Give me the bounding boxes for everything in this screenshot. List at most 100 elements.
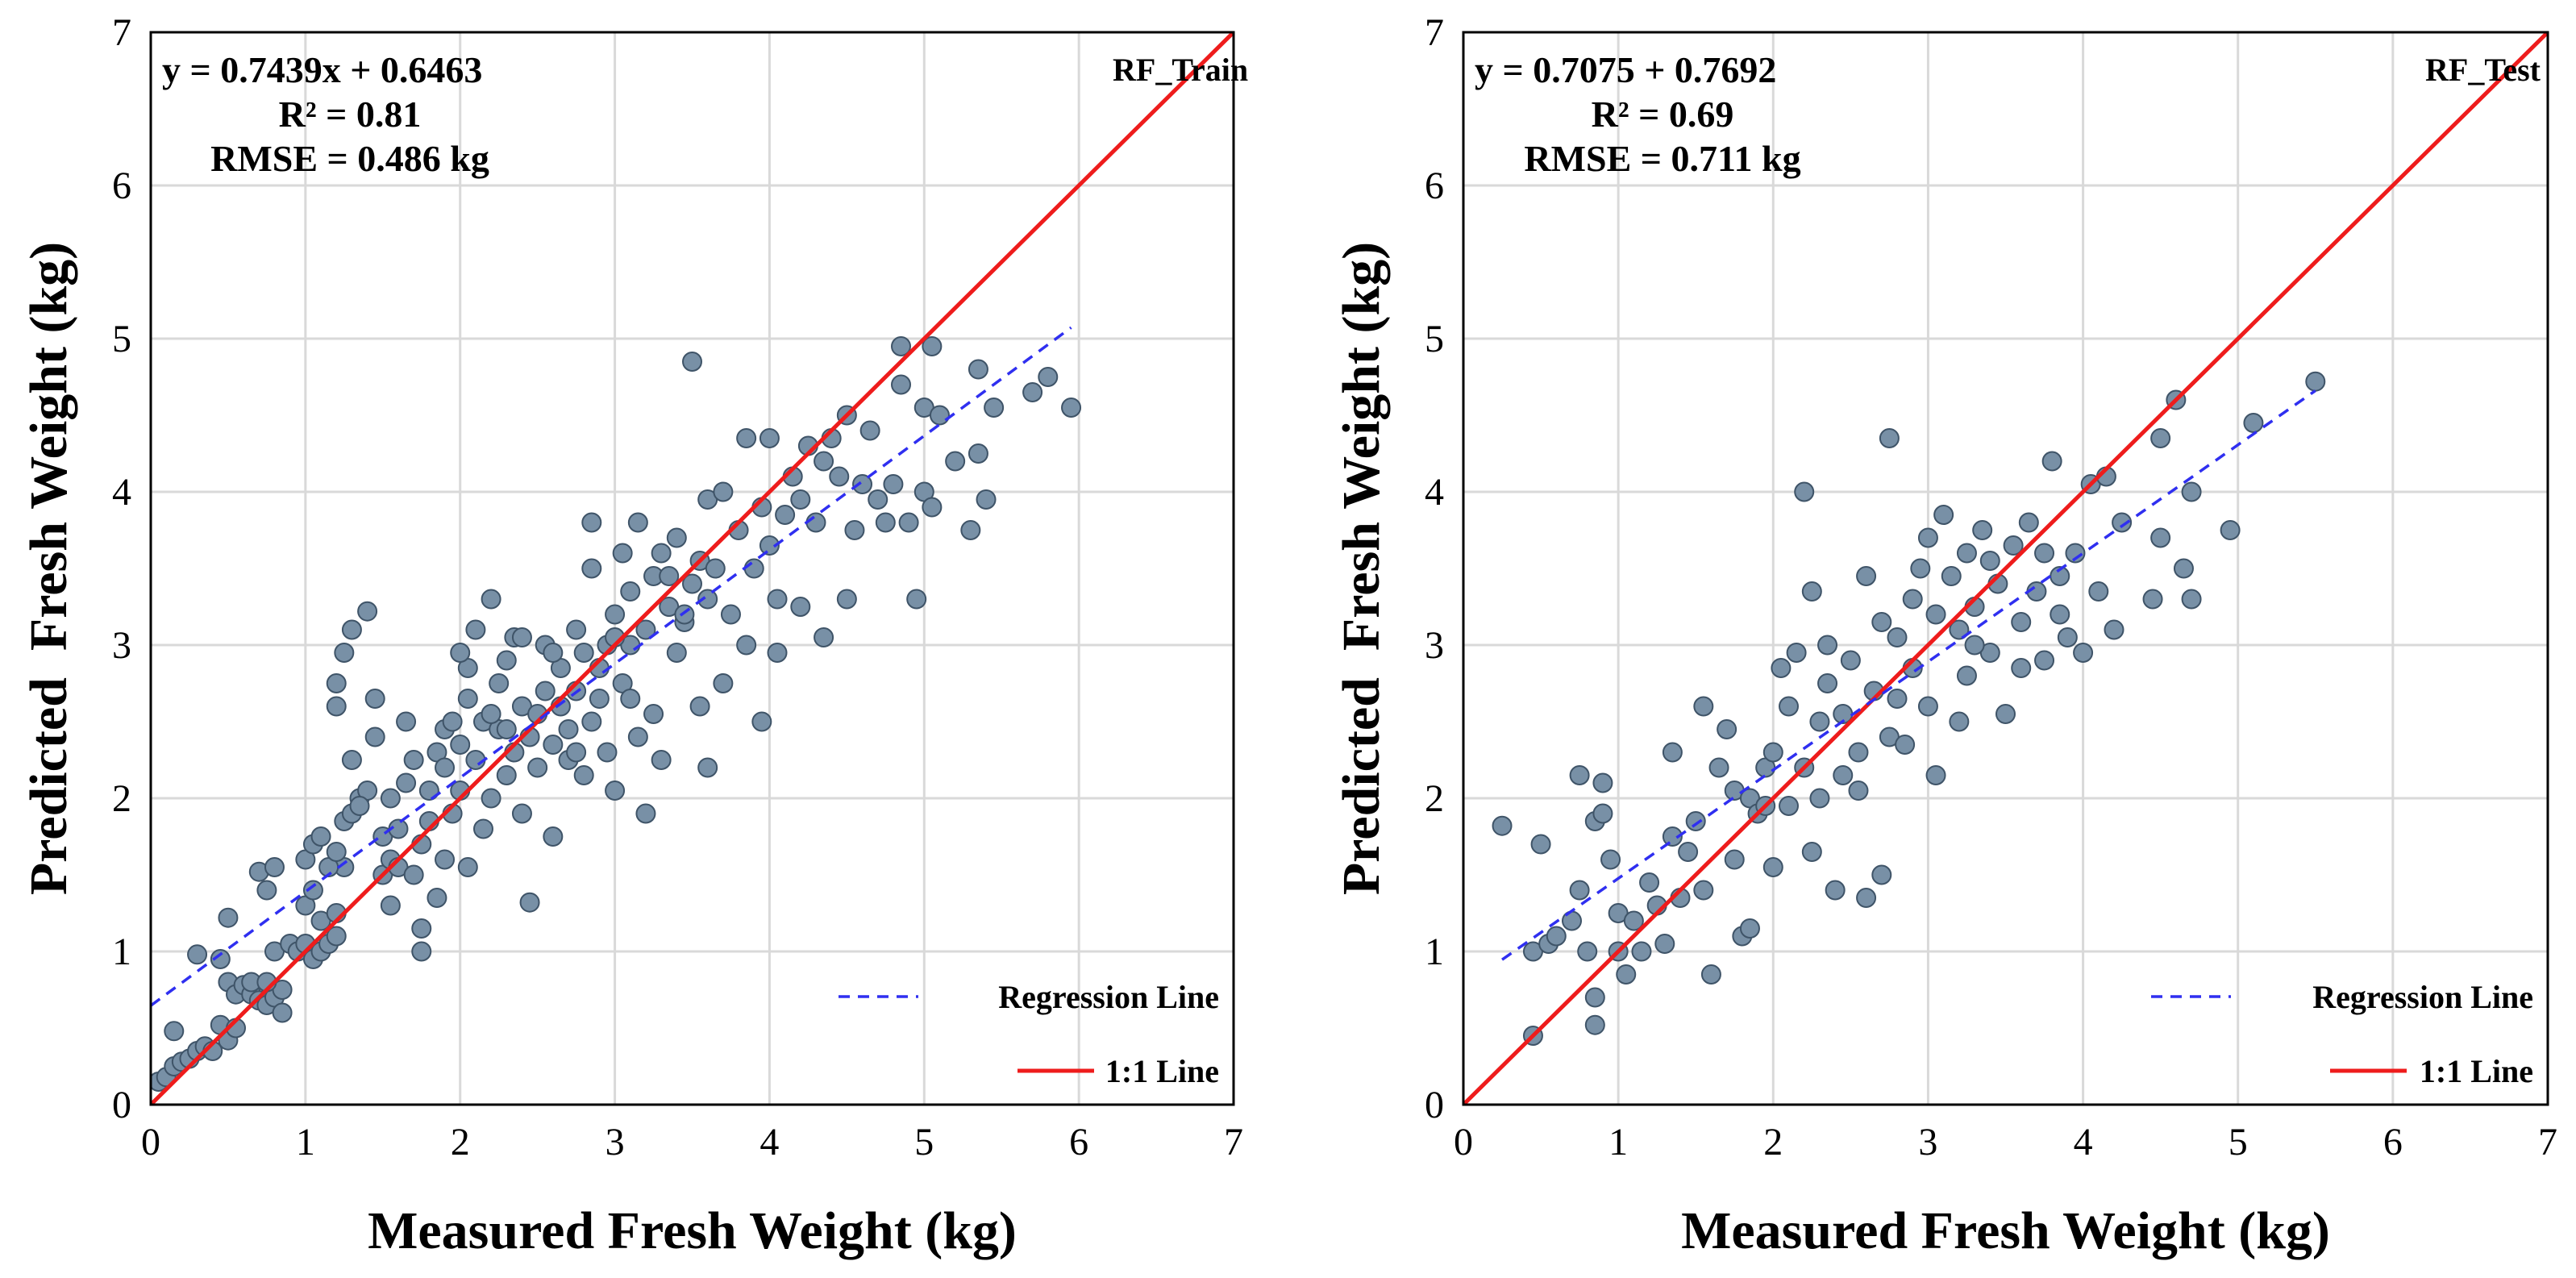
data-point: [1925, 604, 1946, 625]
data-point: [875, 512, 896, 533]
data-point: [164, 1021, 185, 1042]
data-point: [635, 619, 656, 640]
y-tick-label: 1: [112, 930, 131, 973]
data-point: [310, 826, 331, 847]
data-point: [2150, 527, 2171, 548]
data-point: [705, 558, 726, 579]
data-point: [2034, 650, 2055, 671]
data-point: [2011, 658, 2032, 678]
data-point: [1910, 558, 1931, 579]
data-point: [435, 757, 456, 778]
data-point: [272, 1002, 293, 1023]
data-point: [1662, 826, 1683, 847]
data-point: [597, 742, 618, 763]
data-point: [976, 489, 997, 510]
data-point: [620, 581, 641, 602]
data-point: [589, 689, 610, 709]
data-point: [1801, 581, 1822, 602]
data-point: [1917, 527, 1938, 548]
data-point: [906, 589, 927, 610]
r2-annotation: R² = 0.69: [1592, 94, 1734, 135]
scatter-panel-2: 0 1 2 3 4 5 6 7 0 1 2 3 4 5 6 7 Measured Fresh Weight (k…: [1332, 11, 2557, 1260]
data-point: [1600, 849, 1621, 870]
data-point: [1902, 589, 1923, 610]
data-point: [1762, 742, 1783, 763]
x-tick-label: 0: [1454, 1121, 1473, 1164]
x-tick-label: 5: [914, 1121, 934, 1164]
data-point: [2104, 619, 2124, 640]
data-point: [1825, 880, 1846, 901]
scatter-panel-1: 0 1 2 3 4 5 6 7 0 1 2 3 4 5 6 7 Measured Fresh Weight (k…: [19, 11, 1248, 1260]
data-point: [2142, 589, 2163, 610]
data-point: [1779, 696, 1799, 717]
data-point: [334, 643, 355, 663]
y-tick-label: 1: [1425, 930, 1444, 973]
data-point: [659, 566, 680, 586]
data-point: [1925, 765, 1946, 785]
data-point: [922, 497, 943, 518]
data-point: [984, 398, 1005, 418]
x-tick-label: 7: [1224, 1121, 1243, 1164]
data-point: [1693, 696, 1714, 717]
data-point: [364, 689, 385, 709]
data-point: [1786, 643, 1807, 663]
legend: Regression Line 1:1 Line: [2151, 979, 2533, 1089]
data-point: [2050, 566, 2070, 586]
data-point: [581, 512, 602, 533]
data-point: [489, 673, 510, 693]
data-point: [775, 505, 796, 525]
data-point: [558, 719, 579, 739]
data-point: [767, 589, 788, 610]
data-point: [720, 604, 741, 625]
data-point: [627, 512, 648, 533]
data-point: [1972, 520, 1993, 540]
data-point: [1941, 566, 1962, 586]
x-tick-label: 2: [1763, 1121, 1783, 1164]
data-point: [566, 742, 587, 763]
x-tick-label: 3: [1918, 1121, 1937, 1164]
y-tick-label: 3: [112, 624, 131, 667]
data-point: [442, 711, 463, 732]
data-point: [743, 558, 764, 579]
data-point: [697, 757, 718, 778]
data-point: [1584, 987, 1605, 1008]
data-point: [605, 781, 626, 801]
y-axis-title: Predicted Fresh Weight (kg): [19, 242, 78, 895]
rmse-annotation: RMSE = 0.711 kg: [1524, 138, 1800, 179]
data-point: [836, 589, 857, 610]
data-point: [256, 880, 277, 901]
data-point: [2065, 543, 2086, 564]
data-point: [396, 711, 417, 732]
data-point: [1840, 650, 1861, 671]
data-point: [1631, 941, 1652, 962]
gridlines: [149, 31, 1235, 1106]
data-point: [929, 405, 950, 426]
data-point: [1817, 673, 1838, 693]
data-point: [450, 643, 471, 663]
data-point: [790, 597, 811, 617]
data-point: [1724, 849, 1745, 870]
x-axis-title: Measured Fresh Weight (kg): [368, 1201, 1017, 1260]
data-point: [883, 474, 904, 494]
data-point: [1708, 757, 1729, 778]
data-point: [968, 443, 988, 464]
panel-label: RF_Train: [1113, 52, 1248, 88]
data-point: [396, 772, 417, 793]
data-point: [450, 735, 471, 755]
data-point: [2073, 643, 2094, 663]
data-point: [713, 673, 734, 693]
data-point: [2243, 413, 2264, 433]
data-point: [1956, 543, 1977, 564]
x-tick-label: 7: [2538, 1121, 2557, 1164]
data-point: [1933, 505, 1954, 525]
data-point: [1879, 428, 1900, 448]
data-point: [612, 543, 633, 564]
data-point: [666, 527, 687, 548]
data-point: [891, 336, 912, 356]
data-point: [1569, 765, 1590, 785]
data-point: [2057, 627, 2078, 647]
data-point: [573, 643, 594, 663]
data-point: [844, 520, 865, 540]
data-point: [814, 451, 834, 472]
